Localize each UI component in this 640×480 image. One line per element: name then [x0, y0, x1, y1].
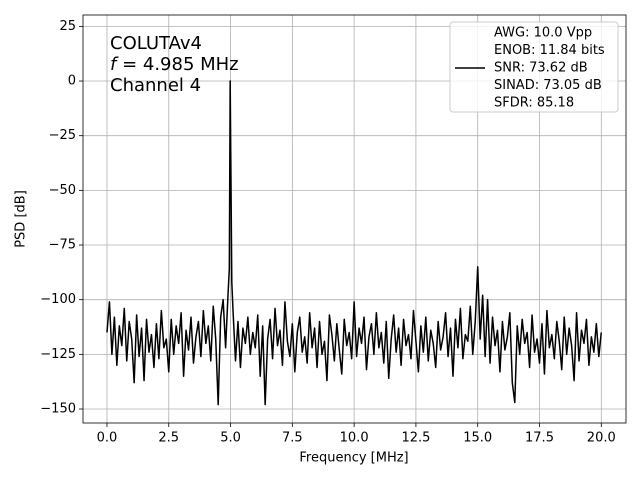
x-tick-label: 10.0 [340, 431, 369, 446]
legend-label: ENOB: 11.84 bits [494, 43, 605, 58]
x-tick-label: 17.5 [525, 431, 554, 446]
y-tick-label: −25 [49, 128, 76, 143]
annotation: f = 4.985 MHz [110, 54, 239, 75]
y-tick-label: −75 [49, 238, 76, 253]
x-tick-label: 12.5 [401, 431, 430, 446]
legend-box [449, 21, 619, 113]
legend-label: AWG: 10.0 Vpp [494, 26, 592, 41]
x-tick-label: 0.0 [97, 431, 118, 446]
y-tick-label: −100 [40, 292, 76, 307]
annotation: Channel 4 [110, 75, 201, 96]
plot-frame [82, 14, 627, 424]
y-axis-label: PSD [dB] [14, 190, 29, 248]
legend-label: SNR: 73.62 dB [494, 61, 588, 76]
legend-label: SINAD: 73.05 dB [494, 78, 602, 93]
y-tick-label: −150 [40, 402, 76, 417]
x-tick-label: 5.0 [220, 431, 241, 446]
y-tick-label: −50 [49, 183, 76, 198]
x-tick-label: 7.5 [282, 431, 303, 446]
x-tick-label: 20.0 [587, 431, 616, 446]
annotation: COLUTAv4 [110, 33, 202, 54]
x-tick-label: 15.0 [463, 431, 492, 446]
y-tick-label: −125 [40, 347, 76, 362]
series-line [106, 80, 603, 406]
y-tick-label: 0 [68, 74, 76, 89]
legend-label: SFDR: 85.18 [494, 96, 574, 111]
x-tick-label: 2.5 [158, 431, 179, 446]
y-tick-label: 25 [59, 19, 76, 34]
x-axis-label: Frequency [MHz] [299, 451, 408, 466]
